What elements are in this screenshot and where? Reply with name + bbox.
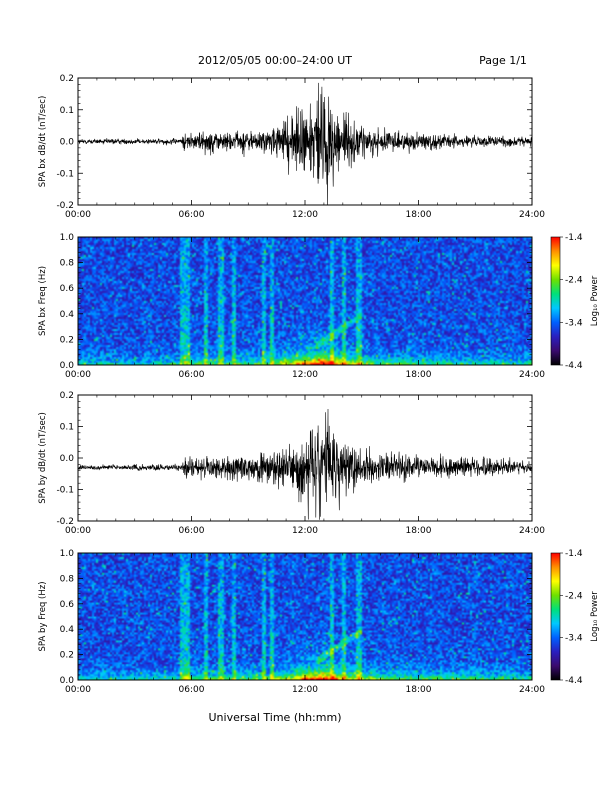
y-tick-label: 0.8: [60, 259, 75, 269]
bx-ts-panel: -0.2 -0.1 0.0 0.1 0.2 SPA bx dB/dt (nT/sec) 00…: [38, 74, 545, 220]
colorbar-label: Log₁₀ Power: [590, 275, 600, 326]
y-tick-label: -0.2: [56, 201, 74, 211]
bx-spec-heatmap-image: [78, 237, 532, 365]
y-tick-label: 0.6: [60, 600, 75, 610]
x-tick-label: 06:00: [179, 526, 205, 536]
colorbar: [550, 552, 561, 681]
y-tick-label: -0.2: [56, 517, 74, 527]
colorbar-tick-label: -2.4: [565, 276, 583, 286]
colorbar-tick-label: -2.4: [565, 591, 583, 601]
x-tick-label: 00:00: [65, 210, 91, 220]
x-tick-label: 24:00: [519, 526, 545, 536]
page-number: Page 1/1: [479, 54, 527, 67]
colorbar-label: Log₁₀ Power: [590, 591, 600, 642]
x-tick-label: 18:00: [406, 370, 432, 380]
y-tick-label: -0.1: [56, 169, 74, 179]
colorbar-tick-label: -3.4: [565, 318, 583, 328]
y-tick-label: 0.0: [60, 676, 75, 686]
colorbar-tick-label: -1.4: [565, 549, 583, 559]
y-axis-label: SPA bx dB/dt (nT/sec): [38, 96, 48, 188]
colorbar-tick-label: -3.4: [565, 634, 583, 644]
x-tick-label: 12:00: [292, 526, 318, 536]
x-tick-label: 00:00: [65, 370, 91, 380]
x-tick-label: 06:00: [179, 685, 205, 695]
y-tick-label: 0.1: [60, 106, 74, 116]
plot-frame: [77, 394, 533, 522]
y-tick-label: 0.2: [60, 651, 74, 661]
bx-ts-series-line: [78, 82, 532, 205]
y-tick-label: 0.0: [60, 138, 75, 148]
x-tick-label: 18:00: [406, 526, 432, 536]
x-tick-label: 06:00: [179, 370, 205, 380]
x-tick-label: 12:00: [292, 370, 318, 380]
x-tick-label: 18:00: [406, 210, 432, 220]
x-tick-label: 00:00: [65, 685, 91, 695]
by-ts-panel: -0.2 -0.1 0.0 0.1 0.2 SPA by dB/dt (nT/sec) 00…: [38, 391, 545, 536]
by-ts-series-line: [78, 408, 532, 520]
y-tick-label: 1.0: [60, 233, 75, 243]
x-tick-label: 24:00: [519, 210, 545, 220]
y-tick-label: 0.0: [60, 454, 75, 464]
colorbar-tick-label: -4.4: [565, 676, 583, 686]
colorbar: [550, 236, 561, 366]
y-tick-label: 0.2: [60, 335, 74, 345]
colorbar-tick-label: -1.4: [565, 233, 583, 243]
y-tick-label: 0.2: [60, 391, 74, 401]
y-tick-label: 0.1: [60, 423, 74, 433]
x-axis-title: Universal Time (hh:mm): [209, 711, 342, 724]
y-axis-label: SPA by Freq (Hz): [38, 581, 48, 651]
x-tick-label: 12:00: [292, 685, 318, 695]
y-axis-label: SPA by dB/dt (nT/sec): [38, 412, 48, 504]
y-tick-label: 0.8: [60, 574, 75, 584]
y-axis-label: SPA bx Freq (Hz): [38, 266, 48, 336]
y-tick-label: 0.2: [60, 74, 74, 84]
panels-container: -0.2 -0.1 0.0 0.1 0.2 SPA bx dB/dt (nT/sec) 00…: [38, 74, 600, 695]
colorbar-tick-label: -4.4: [565, 361, 583, 371]
x-tick-label: 06:00: [179, 210, 205, 220]
x-tick-label: 18:00: [406, 685, 432, 695]
y-tick-label: 0.0: [60, 361, 75, 371]
y-tick-label: 0.6: [60, 284, 75, 294]
by-spec-panel: 0.0 0.2 0.4 0.6 0.8 1.0 SPA by Freq (Hz) 00:00 0…: [38, 549, 600, 695]
bx-spec-panel: 0.0 0.2 0.4 0.6 0.8 1.0 SPA bx Freq (Hz) 00:00 0…: [38, 233, 600, 380]
y-tick-label: 0.4: [60, 310, 75, 320]
x-tick-label: 00:00: [65, 526, 91, 536]
y-tick-label: 0.4: [60, 625, 75, 635]
by-spec-heatmap-image: [78, 553, 532, 680]
page-title: 2012/05/05 00:00–24:00 UT: [198, 54, 352, 67]
x-tick-label: 24:00: [519, 370, 545, 380]
x-tick-label: 24:00: [519, 685, 545, 695]
y-tick-label: -0.1: [56, 486, 74, 496]
y-tick-label: 1.0: [60, 549, 75, 559]
x-tick-label: 12:00: [292, 210, 318, 220]
